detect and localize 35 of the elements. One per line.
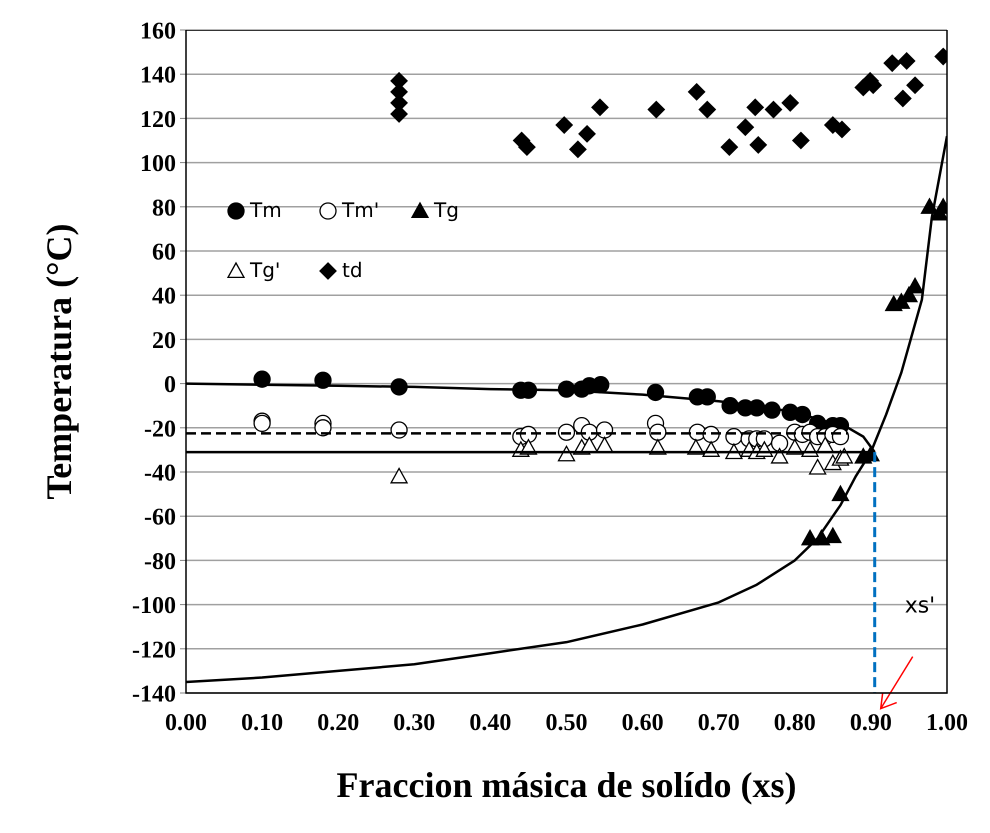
- y-tick-label: 40: [152, 284, 176, 310]
- y-tick-label: -60: [144, 504, 176, 531]
- y-tick-label: 60: [152, 240, 176, 266]
- annotation: xs': [904, 594, 936, 619]
- legend-label: Tm': [342, 198, 380, 222]
- x-axis-title: Fraccion másica de solído (xs): [336, 765, 796, 805]
- legend-label: td: [342, 258, 363, 282]
- y-axis-title: Temperatura (°C): [38, 223, 79, 500]
- x-tick-label: 0.90: [850, 710, 892, 736]
- y-tick-label: 120: [140, 106, 176, 133]
- y-tick-label: -20: [144, 416, 176, 442]
- x-tick-label: 1.00: [926, 710, 968, 736]
- legend-label: Tg': [250, 258, 280, 282]
- y-tick-label: 0: [164, 372, 176, 398]
- legend-label: Tm: [250, 198, 282, 222]
- legend-label: Tg: [434, 198, 459, 222]
- y-tick-label: -120: [132, 637, 176, 664]
- y-tick-label: 100: [140, 151, 176, 178]
- y-tick-label: -100: [132, 593, 176, 620]
- x-tick-label: 0.10: [241, 710, 284, 736]
- x-tick-label: 0.60: [622, 710, 664, 736]
- x-tick-label: 0.30: [393, 710, 436, 736]
- x-tick-label: 0.00: [165, 710, 207, 736]
- x-tick-label: 0.70: [698, 710, 740, 736]
- x-tick-label: 0.50: [546, 710, 588, 736]
- y-tick-label: -80: [144, 548, 176, 575]
- y-tick-label: -40: [144, 460, 176, 487]
- x-tick-label: 0.20: [317, 710, 360, 736]
- y-tick-label: 20: [152, 328, 176, 354]
- y-tick-label: 80: [152, 195, 176, 222]
- x-tick-label: 0.40: [469, 710, 512, 736]
- y-tick-label: -140: [132, 682, 176, 708]
- x-tick-label: 0.80: [774, 710, 816, 736]
- y-tick-label: 140: [140, 62, 176, 89]
- y-tick-label: 160: [140, 18, 176, 45]
